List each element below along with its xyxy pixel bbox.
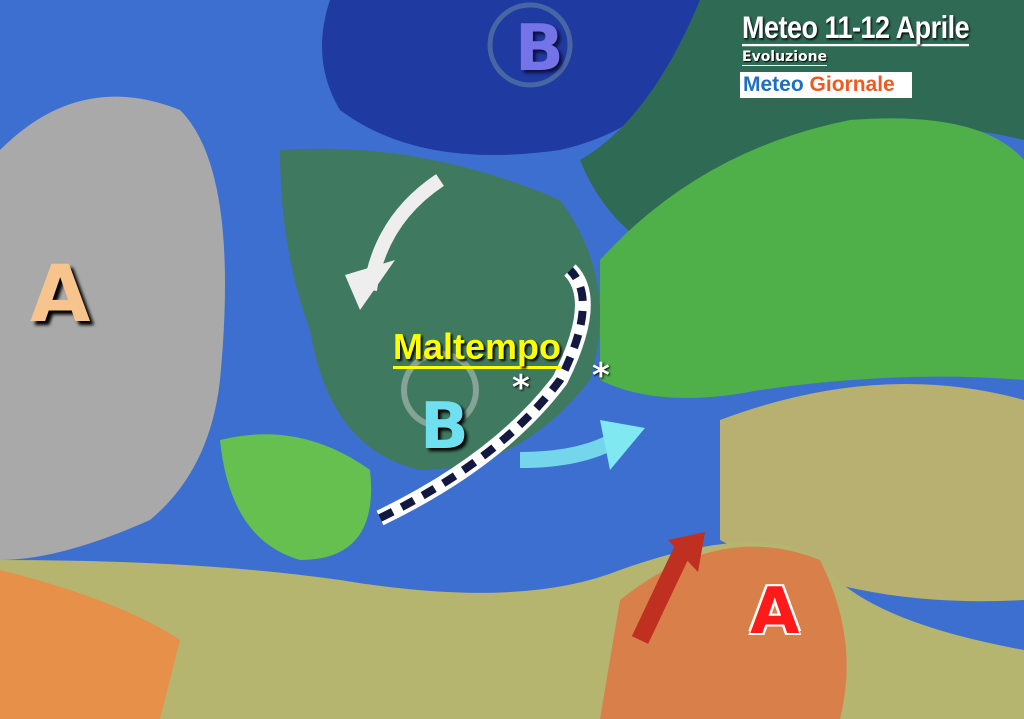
warm-advection-arrowhead bbox=[668, 532, 705, 572]
cold-air-arrowhead bbox=[345, 260, 395, 310]
high-pressure-label-africa: A bbox=[750, 575, 800, 649]
low-pressure-label-north: B bbox=[515, 12, 564, 86]
map-subtitle: Evoluzione bbox=[742, 49, 828, 66]
brand-part2: Giornale bbox=[809, 73, 895, 96]
brand-part1: Meteo bbox=[743, 73, 804, 96]
central-europe-land bbox=[280, 148, 600, 471]
low-pressure-label-france: B bbox=[420, 390, 469, 464]
warm-air-arrowhead bbox=[600, 420, 645, 470]
weather-label: Maltempo bbox=[393, 326, 562, 369]
scandinavia-land bbox=[580, 0, 1024, 240]
balkans-land bbox=[720, 384, 1024, 602]
low-pressure-swirl-north bbox=[487, 2, 573, 88]
map-title: Meteo 11-12 Aprile bbox=[742, 10, 970, 47]
snow-icon: * bbox=[512, 368, 530, 408]
cold-front bbox=[378, 267, 587, 522]
warm-advection-arrow bbox=[631, 541, 694, 644]
high-pressure-atlantic-zone bbox=[0, 96, 225, 561]
low-pressure-north-zone bbox=[322, 0, 700, 155]
low-pressure-swirl bbox=[401, 351, 479, 429]
snow-icon: * bbox=[592, 356, 610, 396]
warm-zone-west bbox=[0, 570, 180, 719]
high-pressure-label: A bbox=[30, 250, 91, 340]
eastern-europe-green bbox=[600, 118, 1024, 398]
brand-logo: Meteo Giornale bbox=[740, 72, 912, 98]
iberia-green bbox=[220, 434, 372, 560]
